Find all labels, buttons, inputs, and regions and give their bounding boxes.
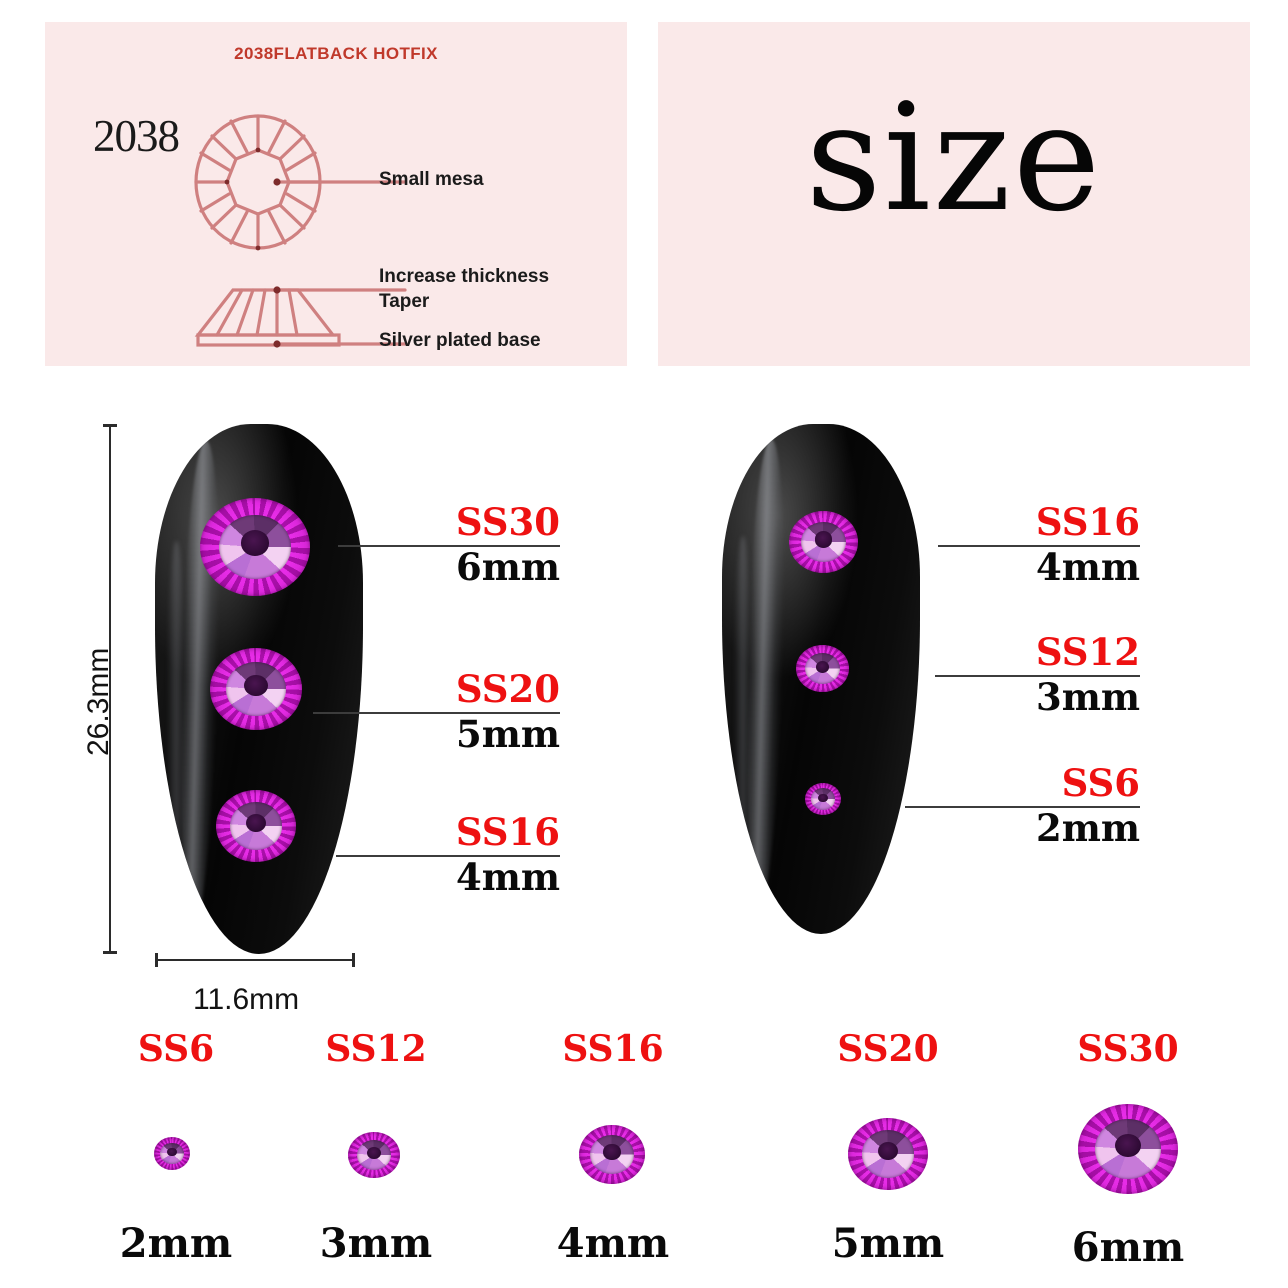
leader-dot-base (273, 340, 281, 348)
comparison-item-ss12: SS12 3mm (278, 1028, 474, 1268)
callout-silver-plated-base: Silver plated base (379, 330, 541, 351)
comparison-ss6-label: SS6 (137, 1028, 215, 1070)
label-right-ss6: SS6 (1061, 761, 1140, 805)
label-left-ss20-mm: 5mm (455, 712, 560, 756)
label-right-ss12: SS12 (1035, 630, 1140, 674)
comparison-stone-ss12 (348, 1132, 400, 1178)
nail-width-ruler (155, 953, 355, 967)
callout-taper: Taper (379, 291, 430, 312)
lead-line-left-ss20 (313, 712, 560, 714)
nail-width-value: 11.6mm (193, 983, 300, 1016)
silver-plated-base-plate (196, 333, 341, 347)
leader-dot-mesa (273, 178, 281, 186)
callout-small-mesa: Small mesa (379, 169, 484, 190)
stone-right-ss16 (789, 511, 858, 573)
nail-right-secondary-highlight (733, 536, 752, 873)
leader-dot-thickness (273, 286, 281, 294)
label-left-ss20: SS20 (455, 667, 560, 711)
nail-left-secondary-highlight (167, 540, 187, 891)
label-left-ss16: SS16 (455, 810, 560, 854)
label-right-ss16: SS16 (1035, 500, 1140, 544)
comparison-item-ss6: SS6 2mm (78, 1028, 274, 1268)
comparison-ss20-label: SS20 (837, 1028, 939, 1070)
size-title-panel: size (658, 22, 1250, 366)
comparison-item-ss30: SS30 6mm (1030, 1028, 1226, 1271)
comparison-ss16-mm: 4mm (556, 1220, 670, 1267)
diagram-panel-heading: 2038FLATBACK HOTFIX (234, 44, 438, 63)
comparison-item-ss20: SS20 5mm (790, 1028, 986, 1268)
stone-right-ss12 (796, 645, 849, 692)
label-right-ss16-mm: 4mm (1035, 545, 1140, 589)
lead-line-right-ss16 (938, 545, 1140, 547)
comparison-stone-ss16 (579, 1125, 645, 1184)
comparison-ss30-label: SS30 (1077, 1028, 1179, 1070)
comparison-item-ss16: SS16 4mm (515, 1028, 711, 1268)
comparison-ss6-mm: 2mm (119, 1220, 233, 1267)
label-left-ss30-mm: 6mm (455, 545, 560, 589)
lead-line-right-ss6 (905, 806, 1140, 808)
label-left-ss16-mm: 4mm (455, 855, 560, 899)
lead-line-left-ss16 (336, 855, 560, 857)
stone-left-ss16 (216, 790, 296, 862)
product-code-2038: 2038 (93, 111, 180, 161)
page-title: size (805, 72, 1103, 244)
taper-trapezoid (194, 288, 337, 337)
nail-height-value: 26.3mm (82, 647, 115, 756)
comparison-stone-ss6 (154, 1137, 190, 1170)
flatback-schematic-svg (194, 114, 407, 348)
stone-left-ss20 (210, 648, 302, 730)
callout-increase-thickness: Increase thickness (379, 266, 550, 287)
lead-line-left-ss30 (338, 545, 560, 547)
stone-left-ss30 (200, 498, 310, 596)
comparison-ss30-mm: 6mm (1071, 1224, 1185, 1271)
comparison-ss12-label: SS12 (325, 1028, 427, 1070)
comparison-ss16-label: SS16 (562, 1028, 664, 1070)
stone-right-ss6 (805, 783, 841, 815)
nail-height-ruler (103, 424, 117, 954)
label-left-ss30: SS30 (455, 500, 560, 544)
comparison-stone-ss20 (848, 1118, 928, 1190)
comparison-ss20-mm: 5mm (831, 1220, 945, 1267)
comparison-ss12-mm: 3mm (319, 1220, 433, 1267)
label-right-ss12-mm: 3mm (1035, 675, 1140, 719)
flatback-diagram-panel: 2038FLATBACK HOTFIX 2038 (45, 22, 627, 366)
label-right-ss6-mm: 2mm (1035, 806, 1140, 850)
lead-line-right-ss12 (935, 675, 1140, 677)
comparison-stone-ss30 (1078, 1104, 1178, 1194)
